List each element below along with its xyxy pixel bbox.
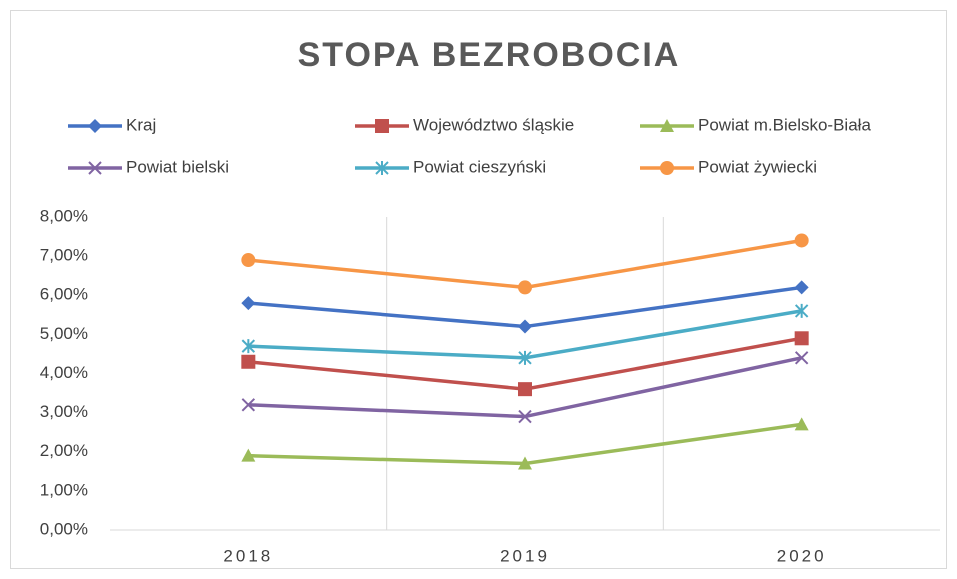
data-point — [518, 456, 532, 470]
legend-marker — [375, 119, 389, 133]
data-point — [518, 382, 532, 397]
legend-label: Powiat żywiecki — [698, 157, 817, 176]
legend-label: Powiat m.Bielsko-Biała — [698, 115, 871, 134]
x-tick-label: 2019 — [500, 546, 550, 565]
y-tick-label: 4,00% — [40, 363, 88, 382]
y-tick-label: 0,00% — [40, 519, 88, 538]
data-point — [241, 354, 256, 369]
y-tick-label: 3,00% — [40, 402, 88, 421]
data-point — [518, 319, 532, 334]
legend-label: Województwo śląskie — [413, 115, 574, 134]
data-point — [794, 351, 809, 365]
data-point — [794, 233, 809, 248]
legend-label: Powiat cieszyński — [413, 157, 546, 176]
chart-title: STOPA BEZROBOCIA — [298, 36, 681, 74]
legend-marker — [375, 161, 389, 175]
x-tick-label: 2018 — [223, 546, 273, 565]
y-tick-label: 2,00% — [40, 441, 88, 460]
legend-label: Powiat bielski — [126, 157, 229, 176]
legend-marker — [88, 161, 102, 175]
legend-marker — [660, 161, 674, 175]
legend-marker — [88, 119, 102, 133]
y-tick-label: 6,00% — [40, 285, 88, 304]
legend-label: Kraj — [126, 115, 156, 134]
data-point — [241, 253, 256, 268]
data-point — [518, 280, 532, 295]
x-tick-label: 2020 — [777, 546, 827, 565]
data-point — [518, 409, 532, 424]
y-tick-label: 8,00% — [40, 206, 88, 225]
data-point — [241, 296, 256, 311]
data-point — [794, 280, 809, 295]
data-point — [241, 339, 256, 354]
data-point — [241, 448, 256, 462]
y-tick-label: 7,00% — [40, 246, 88, 265]
data-point — [518, 350, 532, 365]
y-tick-label: 5,00% — [40, 324, 88, 343]
legend-marker — [660, 119, 674, 132]
data-point — [794, 331, 809, 346]
data-point — [794, 417, 809, 431]
data-point — [241, 398, 256, 412]
data-point — [794, 303, 809, 318]
y-tick-label: 1,00% — [40, 480, 88, 499]
